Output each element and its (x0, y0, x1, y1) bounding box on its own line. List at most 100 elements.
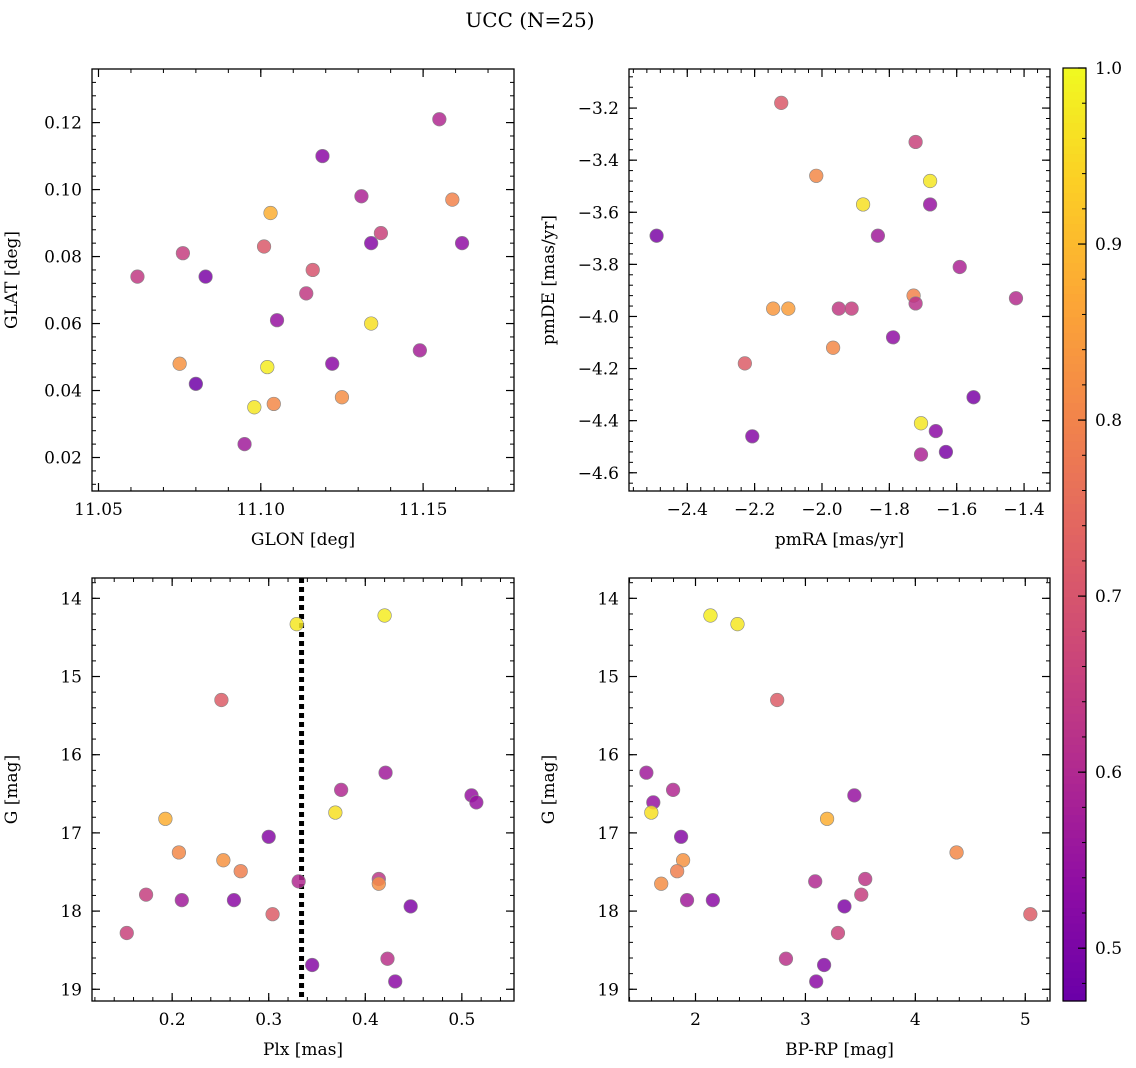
colorbar-segment (1063, 246, 1086, 256)
x-tick-label: 11.05 (74, 500, 123, 520)
colorbar-segment (1063, 674, 1086, 683)
data-point (847, 788, 862, 803)
data-point (263, 205, 278, 221)
y-tick-label: 14 (597, 589, 619, 609)
colorbar-frame (1062, 67, 1087, 1002)
colorbar-segment (1063, 83, 1086, 92)
colorbar-segment (1063, 472, 1086, 481)
data-point (469, 795, 484, 810)
y-tick-label: 0.04 (44, 382, 82, 402)
colorbar-segment (1063, 386, 1086, 396)
colorbar-segment (1063, 814, 1086, 823)
data-point (247, 400, 262, 415)
colorbar-segment (1063, 612, 1086, 621)
colorbar-segment (1063, 744, 1086, 753)
colorbar-segment (1063, 122, 1086, 131)
colorbar-segment (1063, 254, 1086, 263)
colorbar-segment (1063, 767, 1086, 777)
y-tick-label: 16 (60, 746, 82, 766)
pmra-pmde-plot: −2.4 −2.2 −2.0 −1.8 −1.6 −1.4 −3.2 −3.4 −3.6 −3.8… (539, 68, 1051, 550)
colorbar-segment (1063, 239, 1086, 248)
data-point (371, 876, 386, 891)
data-point (938, 444, 954, 460)
colorbar-segment (1063, 962, 1086, 971)
y-tick-label: −3.8 (578, 255, 619, 275)
colorbar-segment (1063, 845, 1086, 854)
colorbar-segment (1063, 114, 1086, 124)
colorbar-segment (1063, 635, 1086, 644)
colorbar-segment (1063, 363, 1086, 372)
data-point (644, 805, 659, 820)
colorbar-segment (1063, 130, 1086, 139)
colorbar-segment (1063, 892, 1086, 901)
data-point (870, 228, 885, 243)
x-tick-label: 2 (690, 1010, 701, 1030)
colorbar-segment (1063, 355, 1086, 365)
colorbar-segment (1063, 262, 1086, 271)
colorbar-segment (1063, 884, 1086, 893)
colorbar-segment (1063, 705, 1086, 714)
colorbar-segment (1063, 651, 1086, 660)
data-point (174, 893, 189, 908)
y-tick-label: −3.6 (578, 203, 619, 223)
colorbar-segment (1063, 410, 1086, 419)
y-tick-label: 0.08 (44, 248, 82, 268)
colorbar-segment (1063, 829, 1086, 839)
y-tick-label: 16 (597, 746, 619, 766)
data-point (952, 259, 967, 275)
x-tick-label: −2.2 (734, 500, 775, 520)
data-point (377, 608, 392, 623)
colorbar-segment (1063, 565, 1086, 574)
data-point (665, 782, 681, 797)
colorbar-segment (1063, 791, 1086, 800)
data-point (237, 437, 252, 452)
bprp-g-plot: 2 3 4 5 14 15 16 17 18 19 BP-RP [mag] G [mag] (539, 577, 1051, 1060)
colorbar-tick-label: 0.6 (1095, 763, 1122, 783)
colorbar-segment (1063, 985, 1086, 994)
data-point (654, 876, 669, 891)
data-point (737, 356, 752, 371)
y-tick-label: −4.4 (578, 412, 619, 432)
data-point (808, 874, 823, 889)
colorbar-segment (1063, 277, 1086, 287)
data-point (305, 262, 320, 278)
colorbar-segment (1063, 503, 1086, 512)
y-tick-label: 15 (597, 668, 619, 688)
x-tick-label: 0.2 (159, 1010, 186, 1030)
colorbar-segment (1063, 728, 1086, 738)
colorbar-segment (1063, 861, 1086, 870)
data-point (855, 197, 871, 212)
y-axis-label: G [mag] (2, 755, 22, 824)
colorbar-segment (1063, 783, 1086, 792)
data-point (305, 957, 320, 973)
colorbar-segment (1063, 231, 1086, 240)
data-point (325, 356, 340, 371)
data-point (908, 134, 923, 150)
glon-glat-plot: 11.05 11.10 11.15 0.02 0.04 0.06 0.08 0.10 0.12 G… (2, 68, 515, 550)
colorbar-segment (1063, 192, 1086, 201)
data-point (412, 343, 427, 358)
x-tick-label: −2.4 (667, 500, 708, 520)
y-tick-label: 14 (60, 589, 82, 609)
colorbar-segment (1063, 721, 1086, 730)
colorbar-segment (1063, 433, 1086, 442)
data-point (1023, 907, 1038, 922)
data-point (261, 829, 276, 844)
data-point (858, 871, 873, 887)
data-point (670, 864, 685, 879)
data-point (966, 390, 981, 405)
x-tick-label: 5 (1020, 1010, 1031, 1030)
colorbar-segment (1063, 581, 1086, 590)
x-axis-label: pmRA [mas/yr] (775, 530, 904, 550)
colorbar-segment (1063, 75, 1086, 85)
data-point (380, 951, 395, 966)
y-tick-label: −3.2 (578, 99, 619, 119)
colorbar-segment (1063, 620, 1086, 629)
data-point (334, 390, 350, 405)
y-tick-label: 19 (60, 980, 82, 1000)
y-axis-label: GLAT [deg] (2, 231, 22, 329)
data-point (831, 301, 846, 316)
data-point (830, 925, 846, 941)
data-point (837, 899, 852, 914)
